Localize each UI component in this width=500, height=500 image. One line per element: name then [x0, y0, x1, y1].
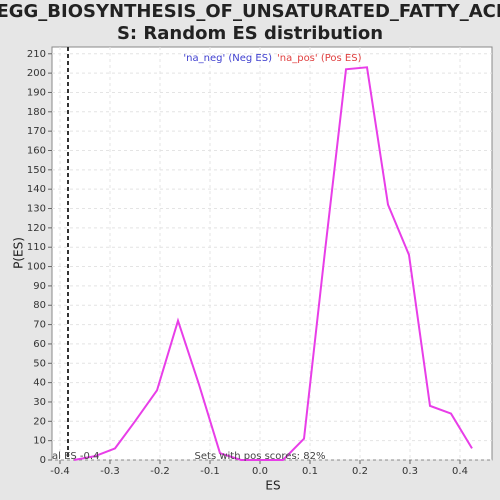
- x-tick-label: -0.4: [50, 466, 70, 477]
- x-tick-label: -0.1: [200, 466, 220, 477]
- y-tick-label: 150: [27, 165, 46, 176]
- y-tick-label: 10: [33, 436, 46, 447]
- x-tick-label: -0.2: [150, 466, 170, 477]
- plot-area: [51, 46, 493, 461]
- y-tick-label: 170: [27, 126, 46, 137]
- legend-entry: 'na_pos' (Pos ES): [277, 53, 362, 64]
- y-tick-label: 30: [33, 397, 46, 408]
- y-tick-label: 100: [27, 262, 46, 273]
- x-tick-label: 0.4: [452, 466, 468, 477]
- x-tick-label: 0.2: [352, 466, 368, 477]
- legend-entry: 'na_neg' (Neg ES): [183, 53, 272, 64]
- y-tick-label: 180: [27, 107, 46, 118]
- y-tick-label: 130: [27, 204, 46, 215]
- y-tick-label: 190: [27, 87, 46, 98]
- y-axis-label: P(ES): [12, 237, 26, 269]
- x-tick-label: 0.0: [252, 466, 268, 477]
- actual-es-label: al ES -0.4: [52, 451, 99, 462]
- y-tick-label: 80: [33, 300, 46, 311]
- y-tick-label: 70: [33, 320, 46, 331]
- chart-title: KEGG_BIOSYNTHESIS_OF_UNSATURATED_FATTY_A…: [0, 1, 500, 22]
- y-tick-label: 200: [27, 68, 46, 79]
- y-tick-label: 140: [27, 184, 46, 195]
- x-tick-label: -0.3: [100, 466, 120, 477]
- y-tick-label: 90: [33, 281, 46, 292]
- y-tick-label: 20: [33, 416, 46, 427]
- x-axis-label: ES: [265, 479, 280, 493]
- chart-title: S: Random ES distribution: [117, 23, 383, 44]
- y-tick-label: 60: [33, 339, 46, 350]
- x-tick-label: 0.1: [302, 466, 318, 477]
- y-tick-label: 40: [33, 378, 46, 389]
- annotation: Sets with pos scores: 82%: [195, 451, 326, 462]
- y-tick-label: 0: [40, 455, 46, 466]
- y-tick-label: 50: [33, 358, 46, 369]
- line: [73, 66, 473, 461]
- y-tick-label: 120: [27, 223, 46, 234]
- y-tick-label: 110: [27, 242, 46, 253]
- y-tick-label: 210: [27, 49, 46, 60]
- x-tick-label: 0.3: [402, 466, 418, 477]
- y-tick-label: 160: [27, 145, 46, 156]
